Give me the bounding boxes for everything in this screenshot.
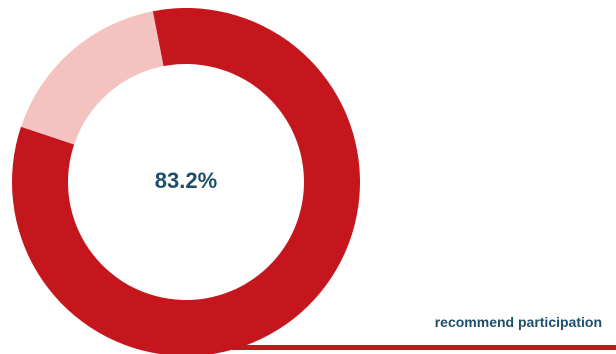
donut-slice-0 [12,8,360,354]
donut-slices [12,8,360,354]
chart-caption: recommend participation [434,314,602,330]
caption-underline [232,345,616,350]
center-percentage-label: 83.2% [155,168,217,193]
donut-slice-1 [21,11,164,145]
